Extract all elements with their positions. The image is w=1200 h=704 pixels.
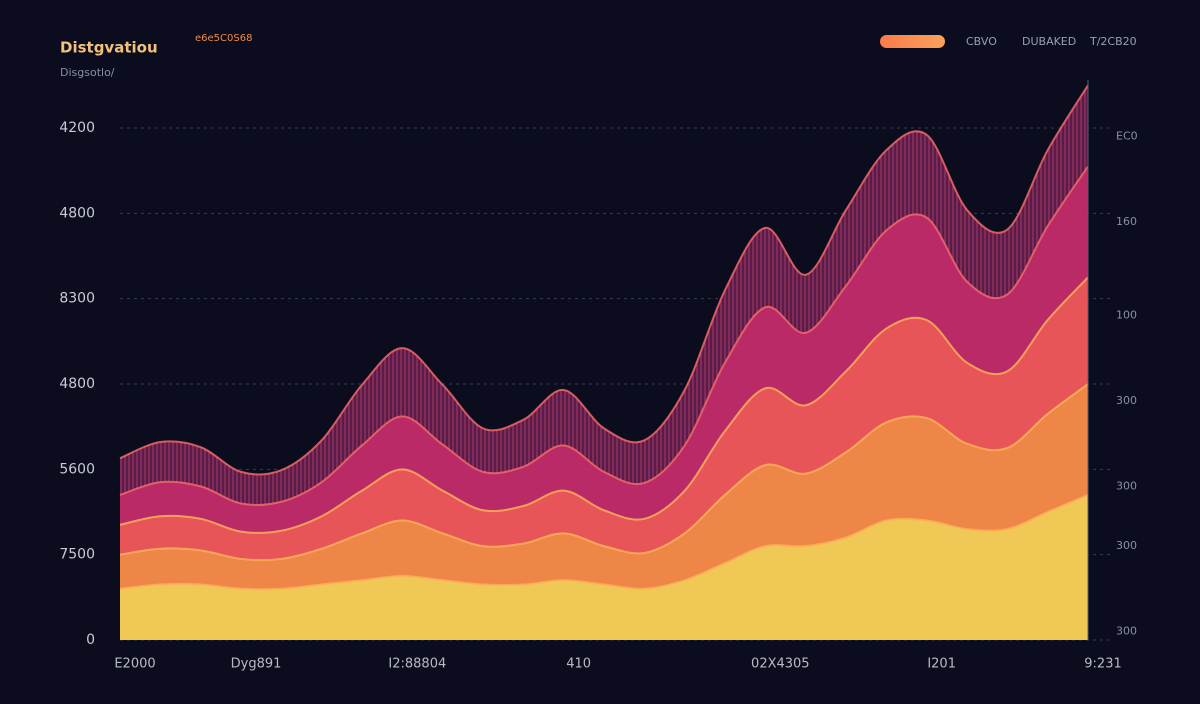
y-tick-label: 4200 (59, 120, 95, 136)
area-line (119, 276, 1089, 534)
area-line (119, 84, 1089, 476)
tag: e6e5C0S68 (195, 33, 252, 44)
chart-title: Distgvatiou (60, 39, 158, 57)
x-tick-label: Dyg891 (231, 657, 282, 672)
header-item[interactable]: T/2CB20 (1089, 35, 1137, 48)
y-tick-label: 0 (86, 632, 95, 648)
y-tick-label: 7500 (59, 547, 95, 563)
y2-tick-label: 300 (1116, 479, 1137, 492)
area-line (119, 383, 1089, 562)
area (120, 494, 1088, 640)
y-tick-label: 4800 (59, 205, 95, 221)
y2-tick-label: EC0 (1116, 130, 1138, 143)
x-tick-label: 410 (566, 657, 591, 672)
x-tick-label: I201 (927, 657, 956, 672)
y-tick-label: 8300 (59, 291, 95, 307)
y2-tick-label: 100 (1116, 309, 1137, 322)
x-tick-label: 02X4305 (751, 657, 810, 672)
header-item[interactable]: DUBAKED (1022, 35, 1076, 48)
y2-tick-label: 160 (1116, 215, 1137, 228)
header-item[interactable]: CBVO (966, 35, 997, 48)
area (120, 166, 1088, 533)
area-line (119, 165, 1089, 506)
x-tick-label: 9:231 (1084, 657, 1121, 672)
x-tick-label: I2:88804 (388, 657, 446, 672)
y-tick-label: 4800 (59, 376, 95, 392)
y2-tick-label: 300 (1116, 394, 1137, 407)
subtitle: Disgsotlo/ (60, 66, 115, 79)
area (120, 85, 1088, 505)
area (120, 384, 1088, 590)
x-tick-label: E2000 (114, 657, 155, 672)
y2-tick-label: 300 (1116, 539, 1137, 552)
toggle-pill[interactable] (880, 35, 945, 48)
y-tick-label: 5600 (59, 461, 95, 477)
area-line (119, 494, 1089, 591)
y2-tick-label: 300 (1116, 624, 1137, 637)
